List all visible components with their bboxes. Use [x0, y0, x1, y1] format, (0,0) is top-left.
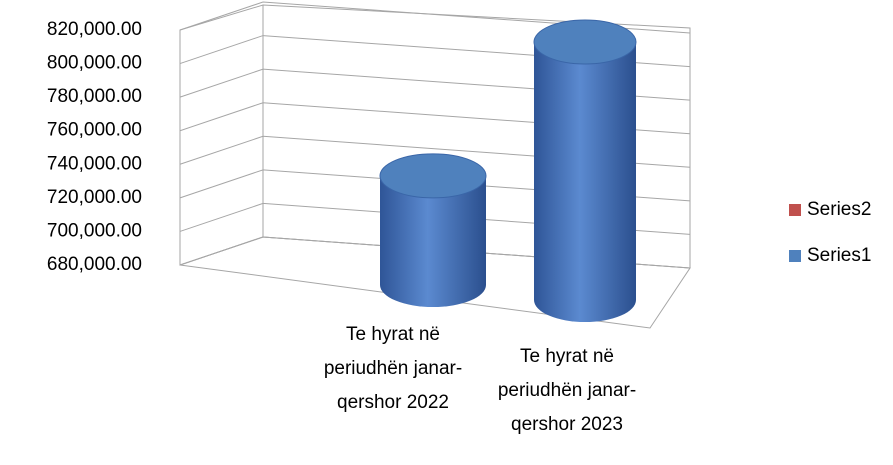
cylinder — [380, 175, 486, 307]
legend-label: Series2 — [807, 199, 871, 220]
left-wall — [179, 4, 264, 266]
x-tick-label: Te hyrat në periudhën janar-qershor 2023 — [497, 346, 637, 435]
legend-swatch — [789, 204, 801, 216]
y-tick-label: 720,000.00 — [47, 187, 142, 208]
y-tick-label: 680,000.00 — [47, 254, 142, 275]
y-tick-label: 780,000.00 — [47, 86, 142, 107]
cylinder-top — [379, 153, 487, 199]
legend-label: Series1 — [807, 245, 871, 266]
y-tick-label: 820,000.00 — [47, 19, 142, 40]
grid-line — [179, 1, 691, 34]
y-tick-label: 740,000.00 — [47, 153, 142, 174]
y-tick-label: 800,000.00 — [47, 53, 142, 74]
legend-swatch — [789, 250, 801, 262]
y-tick-label: 700,000.00 — [47, 220, 142, 241]
y-tick-label: 760,000.00 — [47, 120, 142, 141]
x-tick-label: Te hyrat në periudhën janar-qershor 2022 — [323, 324, 463, 413]
cylinder — [534, 42, 636, 322]
cylinder-top — [533, 19, 637, 65]
